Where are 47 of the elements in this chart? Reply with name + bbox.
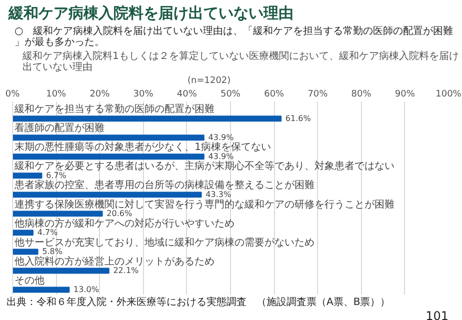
data-label: 20.6% bbox=[106, 209, 132, 218]
bar bbox=[12, 210, 103, 217]
bar bbox=[12, 248, 38, 255]
data-label: 43.9% bbox=[208, 133, 234, 142]
x-tick-label: 80% bbox=[351, 90, 372, 100]
bar bbox=[12, 192, 202, 198]
y-tick-label: 他入院料の方が経営上のメリットがあるため bbox=[14, 255, 215, 268]
text: ○ 緩和ケア病棟入院料を届け出ていない理由は、「緩和ケアを担当する常勤の医師の配置が困難」が最も多かった。 bbox=[14, 25, 454, 48]
bar bbox=[12, 134, 204, 141]
x-tick-label: 70% bbox=[308, 90, 328, 100]
y-tick-label: 看護師の配置が困難 bbox=[14, 122, 105, 134]
y-tick-label: 末期の悪性腫瘍等の対象患者が少なく、1病棟を保てない bbox=[14, 141, 272, 154]
y-tick-label: 患者家族の控室、患者専用の台所等の病棟設備を整えることが困難 bbox=[14, 179, 315, 192]
data-label: 13.0% bbox=[74, 285, 100, 294]
bar bbox=[12, 268, 110, 274]
y-tick-label: 他病棟の方が緩和ケアへの対応が行いやすいため bbox=[14, 217, 235, 230]
y-tick-label: 連携する保険医療機関に対して実習を行う専門的な緩和ケアの研修を行うことが困難 bbox=[14, 198, 395, 210]
x-tick-label: 100% bbox=[436, 90, 462, 100]
chart-subtitle: 緩和ケア病棟入院料1もしくは２を算定していない医療機関において、緩和ケア病棟入院料を届け出ていない理由 bbox=[22, 50, 459, 73]
x-tick-label: 50% bbox=[220, 90, 241, 100]
y-tick-label: 緩和ケアを担当する常勤の医師の配置が困難 bbox=[14, 103, 215, 116]
data-label: 22.1% bbox=[113, 266, 140, 276]
data-label: 43.9% bbox=[208, 152, 234, 162]
source-note: 出典：令和６年度入院・外来医療等における実態調査 （施設調査票（A票、B票）） bbox=[6, 296, 390, 308]
data-label: 61.6% bbox=[285, 114, 312, 124]
bar bbox=[12, 154, 204, 160]
x-tick-label: 30% bbox=[133, 90, 154, 100]
bar bbox=[12, 286, 70, 293]
x-tick-label: 0% bbox=[5, 90, 20, 100]
x-tick-label: 20% bbox=[90, 90, 110, 100]
x-tick-label: 10% bbox=[46, 90, 67, 100]
bar bbox=[12, 116, 282, 122]
y-tick-label: その他 bbox=[14, 274, 45, 286]
x-tick-label: 60% bbox=[264, 90, 285, 100]
data-label: 4.7% bbox=[37, 228, 58, 238]
text: (n=1202) bbox=[188, 76, 231, 86]
x-tick-label: 40% bbox=[176, 90, 198, 100]
y-tick-label: 他サービスが充実しており、地域に緩和ケア病棟の需要がないため bbox=[14, 236, 315, 248]
data-label: 43.3% bbox=[206, 190, 232, 200]
bar bbox=[12, 172, 42, 179]
bar bbox=[12, 230, 34, 236]
text: 101 bbox=[426, 309, 448, 320]
chart-title: 緩和ケア病棟入院料を届け出ていない理由 bbox=[8, 4, 294, 22]
y-tick-label: 緩和ケアを必要とする患者はいるが、主病が末期心不全等であり、対象患者ではない bbox=[14, 160, 395, 172]
x-tick-label: 90% bbox=[394, 90, 416, 100]
data-label: 6.7% bbox=[46, 171, 67, 180]
data-label: 5.8% bbox=[42, 247, 63, 256]
